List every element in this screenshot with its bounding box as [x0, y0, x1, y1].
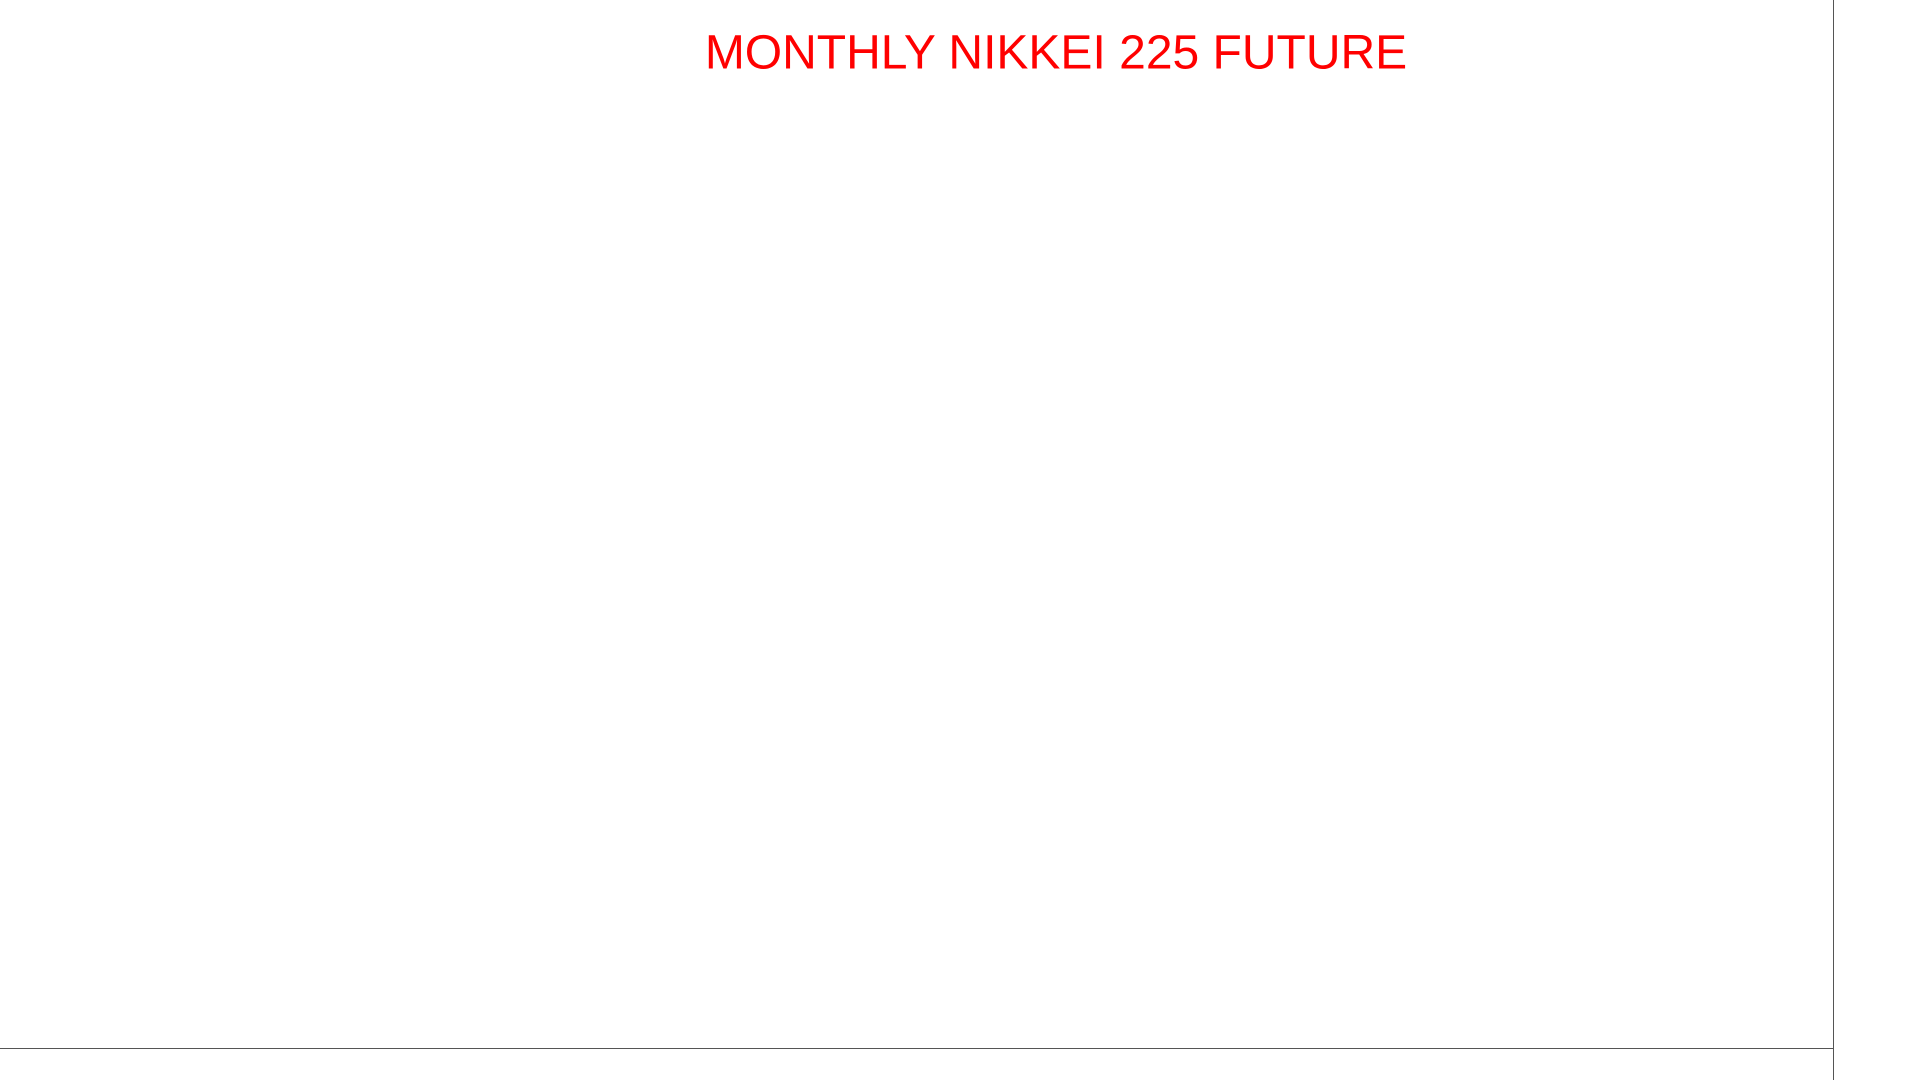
y-axis-panel: [1833, 0, 1910, 1080]
chart-title: MONTHLY NIKKEI 225 FUTURE: [705, 27, 1407, 80]
